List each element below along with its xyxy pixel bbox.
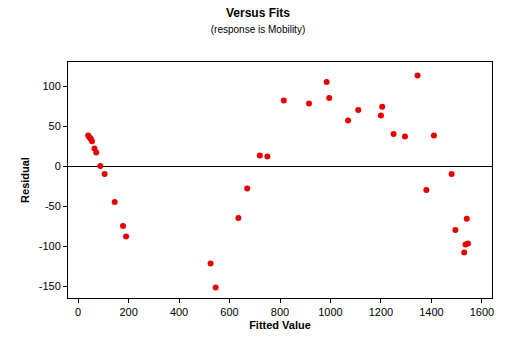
svg-text:1000: 1000: [318, 306, 342, 318]
svg-text:100: 100: [42, 80, 60, 92]
svg-text:1600: 1600: [470, 306, 494, 318]
svg-text:Residual: Residual: [19, 157, 31, 203]
svg-text:-100: -100: [39, 240, 61, 252]
svg-text:0: 0: [55, 160, 61, 172]
svg-text:1400: 1400: [419, 306, 443, 318]
svg-text:0: 0: [75, 306, 81, 318]
svg-text:Versus Fits(response is Mobili: Versus Fits(response is Mobility): [211, 6, 305, 35]
svg-text:600: 600: [220, 306, 238, 318]
svg-text:50: 50: [49, 120, 61, 132]
svg-text:800: 800: [271, 306, 289, 318]
svg-text:-50: -50: [45, 200, 61, 212]
svg-text:400: 400: [170, 306, 188, 318]
svg-text:Fitted Value: Fitted Value: [249, 319, 311, 331]
svg-text:1200: 1200: [369, 306, 393, 318]
svg-text:200: 200: [119, 306, 137, 318]
svg-text:-150: -150: [39, 280, 61, 292]
